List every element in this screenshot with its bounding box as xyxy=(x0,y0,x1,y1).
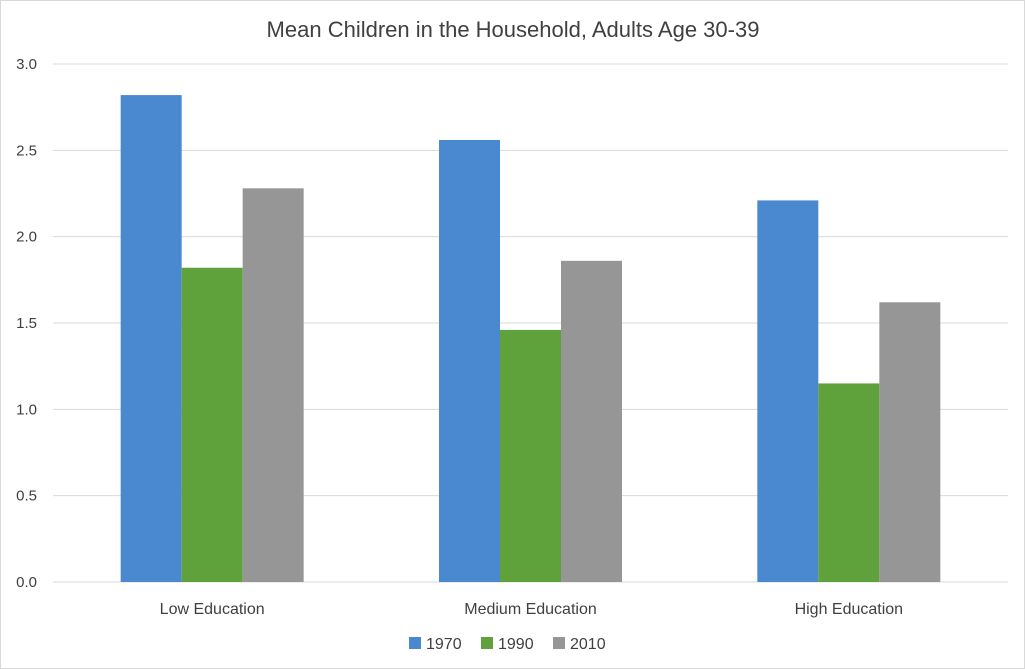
legend: 1970 1990 2010 xyxy=(409,636,606,653)
bar-2010-low-education xyxy=(242,188,304,582)
x-category-label: High Education xyxy=(795,601,904,618)
legend-label: 1990 xyxy=(498,636,534,653)
bar-2010-high-education xyxy=(879,302,941,582)
y-tick-label: 2.5 xyxy=(16,142,37,159)
bars xyxy=(120,95,941,582)
bar-1990-high-education xyxy=(818,383,880,582)
chart-title: Mean Children in the Household, Adults A… xyxy=(267,17,760,42)
y-axis-tick-labels: 0.0 0.5 1.0 1.5 2.0 2.5 3.0 xyxy=(16,56,37,591)
x-axis-category-labels: Low Education Medium Education High Educat… xyxy=(160,601,903,618)
y-tick-label: 1.5 xyxy=(16,315,37,332)
legend-label: 1970 xyxy=(426,636,462,653)
legend-swatch-1970 xyxy=(409,637,421,649)
y-tick-label: 3.0 xyxy=(16,56,37,73)
bar-2010-medium-education xyxy=(561,260,622,582)
legend-label: 2010 xyxy=(570,636,606,653)
bar-1990-low-education xyxy=(181,267,243,582)
y-tick-label: 2.0 xyxy=(16,229,37,246)
y-tick-label: 0.5 xyxy=(16,488,37,505)
x-category-label: Medium Education xyxy=(464,601,597,618)
y-tick-label: 0.0 xyxy=(16,574,37,591)
legend-swatch-1990 xyxy=(481,637,493,649)
y-tick-label: 1.0 xyxy=(16,401,37,418)
bar-1990-medium-education xyxy=(500,329,561,582)
legend-swatch-2010 xyxy=(553,637,565,649)
bar-1970-medium-education xyxy=(439,139,500,582)
bar-1970-high-education xyxy=(757,200,819,582)
x-category-label: Low Education xyxy=(160,601,265,618)
bar-1970-low-education xyxy=(120,95,182,582)
